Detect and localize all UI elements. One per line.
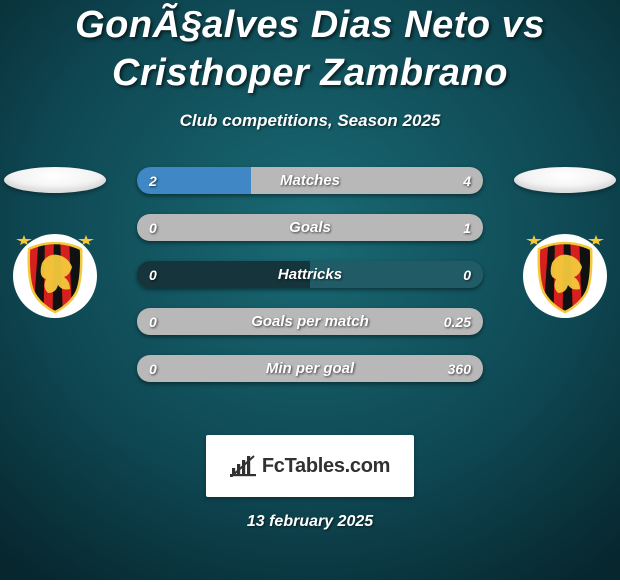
stat-fill-left <box>137 167 251 194</box>
stat-label: Hattricks <box>137 261 483 288</box>
page-title: GonÃ§alves Dias Neto vs Cristhoper Zambr… <box>0 2 620 97</box>
stat-fill-right <box>137 214 483 241</box>
club-crest-left <box>12 233 98 319</box>
stat-fill-right <box>251 167 483 194</box>
side-left <box>0 167 110 319</box>
stat-bar: Goals01 <box>137 214 483 241</box>
stat-fill-right <box>137 308 483 335</box>
fctables-logo: FcTables.com <box>206 435 414 497</box>
subtitle: Club competitions, Season 2025 <box>0 111 620 131</box>
stage: Matches24 Goals01 Hattricks0 0 Goals per mat… <box>0 167 620 407</box>
stat-value-left: 0 <box>149 261 157 288</box>
player-pill-right <box>514 167 616 193</box>
side-right <box>510 167 620 319</box>
chart-icon <box>230 454 256 478</box>
comparison-card: GonÃ§alves Dias Neto vs Cristhoper Zambr… <box>0 0 620 580</box>
stat-bar: Min per goal0360 <box>137 355 483 382</box>
stat-bars: Matches24 Goals01 Hattricks0 0 Goals per mat… <box>137 167 483 382</box>
stat-bar: Goals per match00.25 <box>137 308 483 335</box>
stat-value-right: 0 <box>463 261 471 288</box>
club-crest-right <box>522 233 608 319</box>
logo-text: FcTables.com <box>262 455 390 478</box>
stat-bar: Hattricks0 0 <box>137 261 483 288</box>
date: 13 february 2025 <box>0 513 620 531</box>
stat-fill-right <box>137 355 483 382</box>
stat-bar: Matches24 <box>137 167 483 194</box>
player-pill-left <box>4 167 106 193</box>
